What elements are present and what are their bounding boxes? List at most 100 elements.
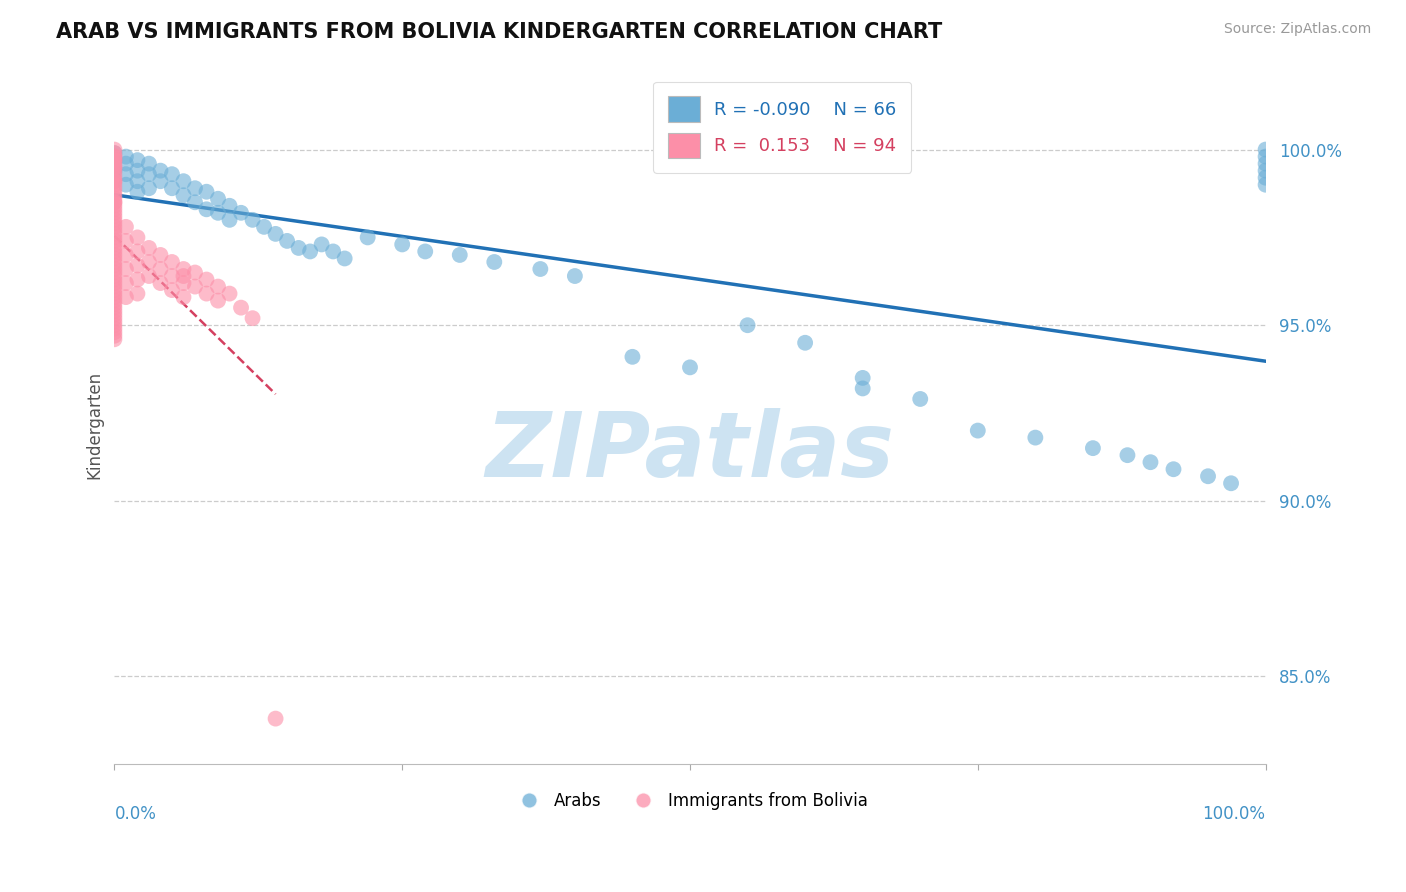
Point — [160, 255, 183, 269]
Point — [103, 262, 125, 277]
Point — [484, 255, 506, 269]
Point — [172, 188, 194, 202]
Y-axis label: Kindergarten: Kindergarten — [86, 371, 103, 479]
Point — [115, 219, 138, 234]
Point — [127, 286, 149, 301]
Point — [413, 244, 436, 259]
Point — [184, 181, 207, 195]
Point — [149, 276, 172, 290]
Point — [115, 178, 138, 192]
Point — [103, 286, 125, 301]
Point — [172, 276, 194, 290]
Point — [184, 195, 207, 210]
Point — [103, 315, 125, 329]
Point — [794, 335, 817, 350]
Point — [103, 279, 125, 293]
Point — [276, 234, 298, 248]
Point — [103, 297, 125, 311]
Point — [172, 262, 194, 277]
Point — [184, 266, 207, 280]
Point — [103, 160, 125, 174]
Point — [103, 234, 125, 248]
Point — [103, 167, 125, 181]
Point — [391, 237, 413, 252]
Point — [103, 160, 125, 174]
Point — [103, 230, 125, 244]
Point — [449, 248, 471, 262]
Point — [1081, 441, 1104, 455]
Point — [138, 268, 160, 283]
Point — [242, 212, 264, 227]
Point — [253, 219, 276, 234]
Point — [138, 255, 160, 269]
Point — [103, 259, 125, 273]
Point — [103, 153, 125, 168]
Point — [229, 301, 252, 315]
Point — [172, 290, 194, 304]
Point — [1024, 431, 1046, 445]
Point — [172, 174, 194, 188]
Point — [207, 206, 229, 220]
Point — [103, 318, 125, 333]
Text: ARAB VS IMMIGRANTS FROM BOLIVIA KINDERGARTEN CORRELATION CHART: ARAB VS IMMIGRANTS FROM BOLIVIA KINDERGA… — [56, 22, 942, 42]
Point — [103, 153, 125, 168]
Point — [103, 311, 125, 326]
Point — [103, 219, 125, 234]
Point — [160, 268, 183, 283]
Point — [103, 212, 125, 227]
Point — [1254, 178, 1277, 192]
Point — [103, 276, 125, 290]
Point — [264, 227, 287, 241]
Point — [103, 202, 125, 217]
Point — [621, 350, 644, 364]
Point — [138, 241, 160, 255]
Point — [852, 371, 875, 385]
Point — [103, 241, 125, 255]
Point — [160, 181, 183, 195]
Point — [1139, 455, 1161, 469]
Point — [103, 248, 125, 262]
Point — [149, 248, 172, 262]
Point — [966, 424, 988, 438]
Point — [103, 252, 125, 266]
Point — [207, 192, 229, 206]
Point — [127, 244, 149, 259]
Point — [115, 276, 138, 290]
Point — [1254, 150, 1277, 164]
Point — [529, 262, 551, 277]
Point — [103, 290, 125, 304]
Point — [1220, 476, 1243, 491]
Point — [322, 244, 344, 259]
Point — [103, 192, 125, 206]
Point — [115, 234, 138, 248]
Point — [195, 286, 218, 301]
Point — [103, 153, 125, 168]
Point — [218, 286, 240, 301]
Point — [103, 163, 125, 178]
Point — [333, 252, 356, 266]
Point — [103, 304, 125, 318]
Point — [103, 237, 125, 252]
Point — [1254, 156, 1277, 170]
Point — [103, 143, 125, 157]
Point — [127, 272, 149, 286]
Point — [103, 223, 125, 237]
Point — [127, 185, 149, 199]
Point — [115, 248, 138, 262]
Point — [103, 283, 125, 297]
Point — [1254, 143, 1277, 157]
Point — [1254, 163, 1277, 178]
Point — [127, 153, 149, 168]
Point — [138, 181, 160, 195]
Point — [242, 311, 264, 326]
Point — [103, 174, 125, 188]
Point — [103, 150, 125, 164]
Point — [184, 279, 207, 293]
Point — [149, 262, 172, 277]
Point — [852, 381, 875, 395]
Point — [103, 216, 125, 230]
Point — [103, 210, 125, 224]
Text: 0.0%: 0.0% — [114, 805, 156, 823]
Point — [138, 167, 160, 181]
Point — [103, 308, 125, 322]
